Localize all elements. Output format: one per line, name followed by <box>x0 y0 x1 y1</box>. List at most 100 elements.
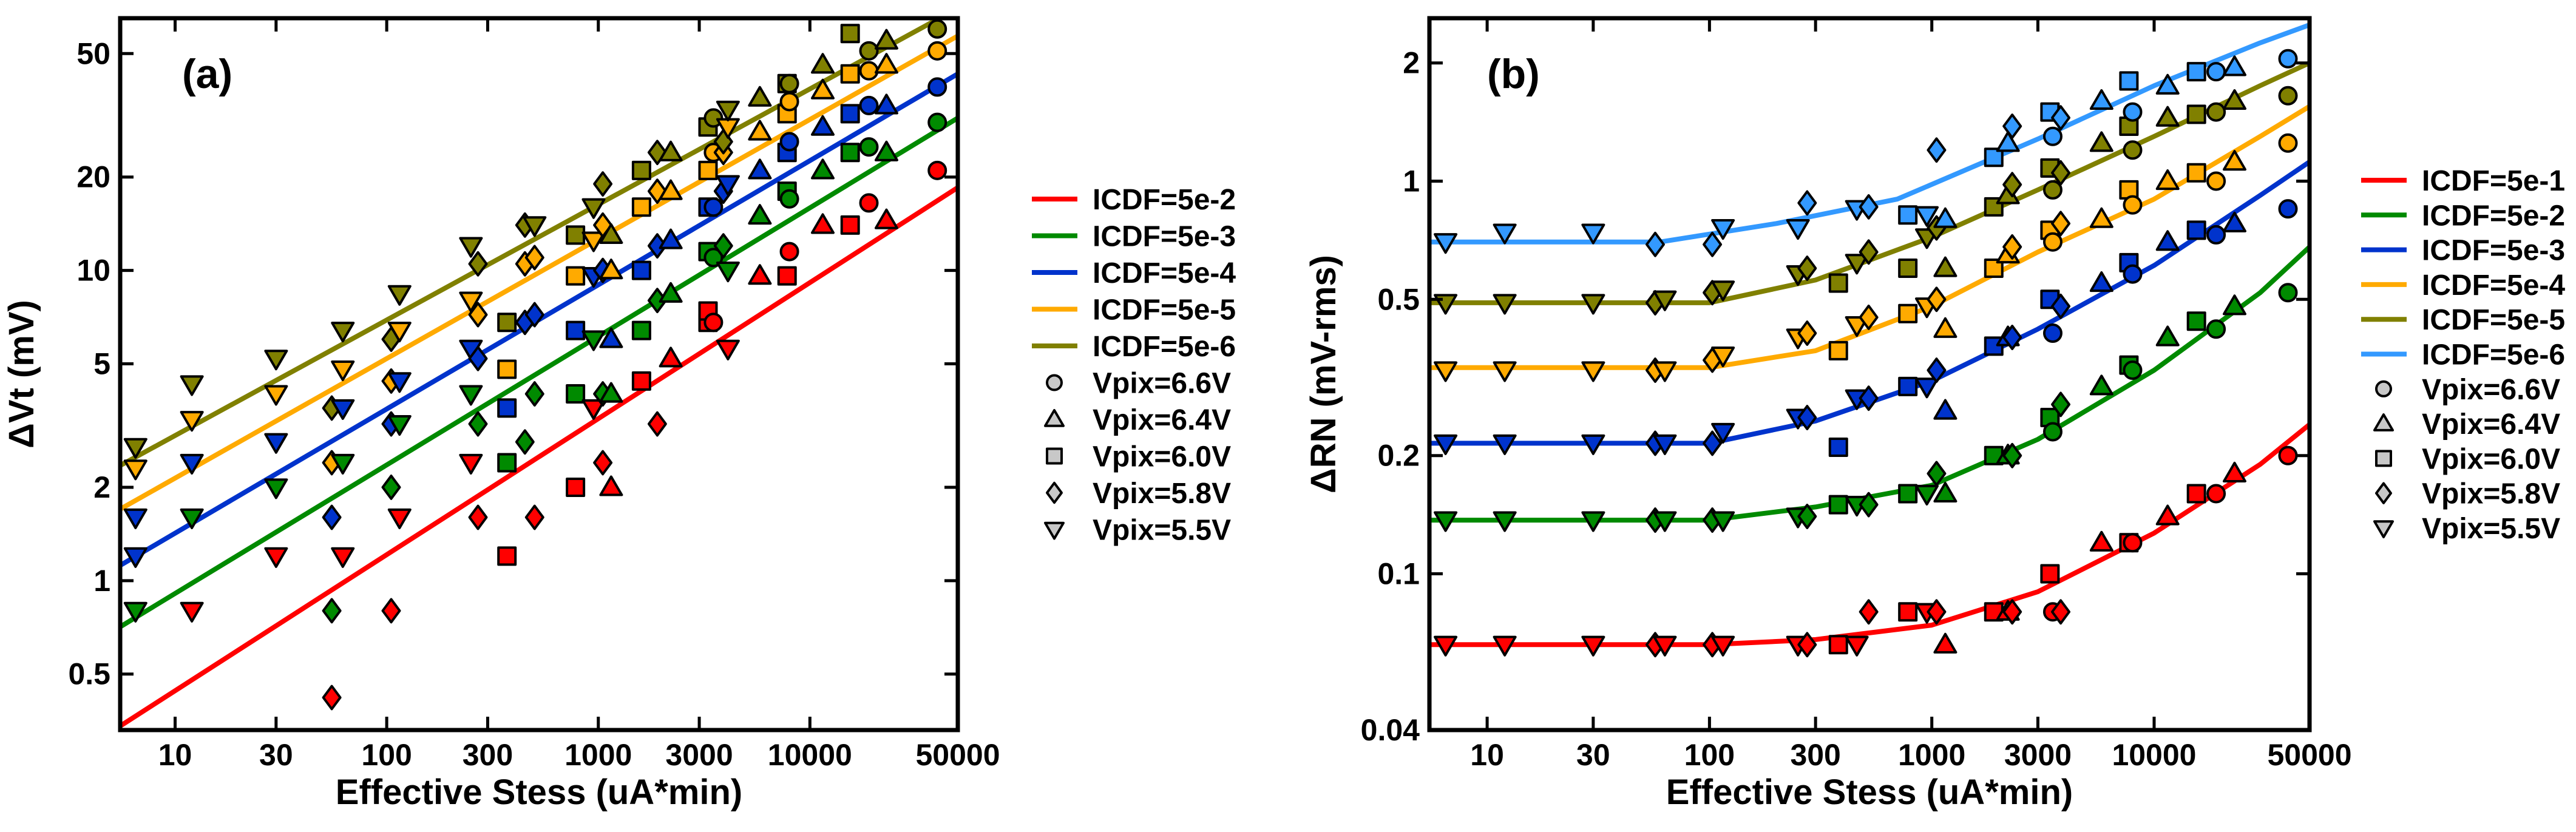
data-point <box>180 375 204 396</box>
data-point <box>2051 211 2071 237</box>
data-point <box>1915 206 1939 227</box>
data-point <box>810 213 835 234</box>
data-point <box>698 160 718 180</box>
data-point <box>599 475 623 496</box>
x-tick-label: 10 <box>1470 738 1504 772</box>
data-point <box>581 231 606 252</box>
data-point <box>2089 374 2113 396</box>
x-tick-label: 10000 <box>768 738 852 772</box>
y-tick-label: 2 <box>1403 46 1420 80</box>
legend-marker-swatch <box>1044 409 1065 427</box>
data-point <box>1915 484 1939 506</box>
data-point <box>1711 635 1735 657</box>
data-point <box>859 137 879 157</box>
data-point <box>180 508 204 529</box>
data-point <box>779 242 799 262</box>
y-tick-label: 5 <box>93 347 110 380</box>
data-point <box>2042 323 2062 343</box>
x-tick-label: 3000 <box>2004 738 2072 772</box>
y-tick-label: 50 <box>76 36 110 70</box>
legend-line-label: ICDF=5e-3 <box>2422 235 2565 267</box>
data-point <box>387 285 412 306</box>
data-point <box>631 160 651 180</box>
data-point <box>180 411 204 432</box>
data-point <box>497 453 517 473</box>
data-point <box>2222 55 2246 76</box>
legend-line-label: ICDF=5e-4 <box>1093 257 1236 289</box>
data-point <box>1434 635 1458 657</box>
data-point <box>1711 280 1735 302</box>
data-point <box>2123 533 2143 553</box>
data-point <box>2206 484 2226 504</box>
x-tick-label: 100 <box>1684 738 1735 772</box>
legend-marker-swatch <box>2375 450 2392 467</box>
data-point <box>1984 147 2004 167</box>
data-point <box>2089 89 2113 110</box>
legend-marker-label: Vpix=6.6V <box>1093 368 1231 400</box>
data-point <box>859 61 879 81</box>
y-axis-title: ΔRN (mV-rms) <box>1304 255 1343 493</box>
data-point <box>1797 320 1817 346</box>
data-point <box>1434 434 1458 455</box>
data-point <box>1703 430 1723 456</box>
data-point <box>459 291 483 313</box>
legend-line-label: ICDF=5e-6 <box>2422 339 2565 371</box>
x-tick-label: 30 <box>259 738 293 772</box>
data-point <box>1653 511 1677 532</box>
data-point <box>524 245 544 271</box>
data-point <box>1898 484 1918 504</box>
data-point <box>331 547 355 568</box>
data-point <box>874 140 898 161</box>
chart-panel-a: 10 30 100 300 1000 3000 10000 50000 0.5 1 2 5 10 20 50… <box>2 16 1236 812</box>
data-point <box>748 86 772 107</box>
data-point <box>331 453 355 475</box>
data-point <box>2278 283 2298 303</box>
data-point <box>566 320 586 340</box>
series-line-5 <box>120 18 945 468</box>
legend-marker-label: Vpix=6.4V <box>1093 404 1231 436</box>
data-point <box>1898 602 1918 622</box>
data-point <box>264 350 288 371</box>
legend-marker-label: Vpix=6.0V <box>2422 443 2560 475</box>
data-point <box>779 189 799 209</box>
y-tick-label: 0.2 <box>1377 439 1420 473</box>
data-point <box>2002 325 2022 350</box>
data-point <box>1581 635 1605 657</box>
data-point <box>2278 133 2298 153</box>
data-point <box>381 598 401 624</box>
data-point <box>2155 325 2180 347</box>
data-point <box>1581 361 1605 382</box>
data-point <box>468 302 488 328</box>
legend-marker-swatch <box>2375 380 2392 397</box>
plot-frame <box>118 16 960 732</box>
data-point <box>1711 219 1735 240</box>
data-point <box>264 547 288 568</box>
data-point <box>1703 231 1723 257</box>
legend-marker-swatch <box>1046 481 1063 504</box>
data-point <box>1933 317 1957 338</box>
data-point <box>1933 481 1957 503</box>
data-point <box>599 259 623 280</box>
series-lines <box>1429 22 2310 648</box>
data-point <box>123 601 147 623</box>
data-point <box>2155 106 2180 127</box>
data-point <box>659 347 683 368</box>
legend-line-label: ICDF=5e-2 <box>2422 200 2565 232</box>
series-line-2 <box>1429 245 2310 523</box>
data-point <box>659 140 683 161</box>
data-point <box>2089 131 2113 152</box>
data-point <box>566 477 586 497</box>
data-point <box>1493 294 1517 315</box>
y-tick-label: 1 <box>1403 164 1420 198</box>
data-point <box>2222 461 2246 482</box>
x-tick-label: 1000 <box>564 738 632 772</box>
x-tick-label: 100 <box>361 738 412 772</box>
data-point <box>1434 511 1458 532</box>
data-point <box>2089 207 2113 228</box>
data-point <box>927 19 947 39</box>
data-point <box>322 598 342 624</box>
legend-marker-swatch <box>1046 447 1063 465</box>
data-point <box>381 475 401 500</box>
data-point <box>874 29 898 50</box>
data-point <box>2206 225 2226 245</box>
